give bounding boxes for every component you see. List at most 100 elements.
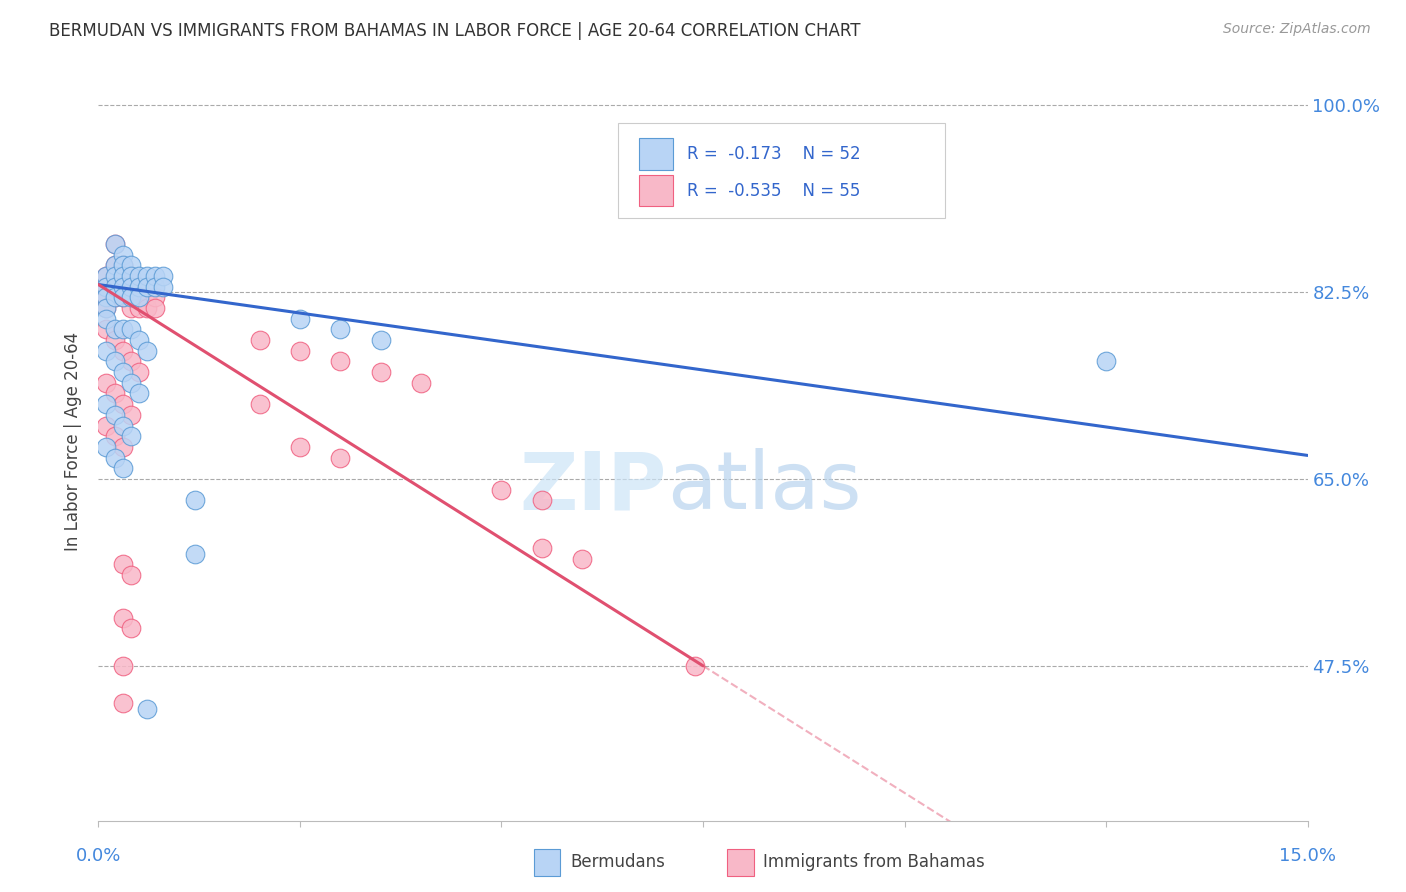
Point [103, 333, 125, 347]
Point [120, 279, 142, 293]
Point [103, 237, 125, 252]
FancyBboxPatch shape [534, 848, 561, 876]
Point [128, 279, 150, 293]
Point [103, 258, 125, 272]
Point [111, 258, 134, 272]
Point [96, 376, 118, 390]
Point [96, 290, 118, 304]
Point [103, 268, 125, 283]
Point [1095, 354, 1118, 368]
Point [288, 440, 311, 454]
Text: Immigrants from Bahamas: Immigrants from Bahamas [763, 854, 986, 871]
Point [111, 279, 134, 293]
Point [103, 237, 125, 252]
Point [120, 354, 142, 368]
Point [103, 408, 125, 422]
Point [96, 322, 118, 336]
Point [409, 376, 432, 390]
FancyBboxPatch shape [638, 175, 673, 206]
Point [120, 290, 142, 304]
Point [120, 429, 142, 443]
Text: 0.0%: 0.0% [76, 847, 121, 865]
Point [96, 418, 118, 433]
Point [135, 290, 157, 304]
Point [120, 408, 142, 422]
Point [530, 493, 553, 508]
Point [288, 311, 311, 326]
Point [329, 450, 352, 465]
Point [135, 279, 157, 293]
Point [96, 268, 118, 283]
Point [143, 268, 166, 283]
Point [111, 279, 134, 293]
Point [96, 343, 118, 358]
Point [103, 279, 125, 293]
Point [103, 268, 125, 283]
Point [120, 568, 142, 582]
Point [111, 247, 134, 261]
Point [120, 268, 142, 283]
Point [96, 290, 118, 304]
Point [96, 311, 118, 326]
Point [128, 301, 150, 315]
Point [135, 701, 157, 715]
Point [111, 322, 134, 336]
Point [96, 279, 118, 293]
Point [111, 268, 134, 283]
Point [111, 258, 134, 272]
Point [683, 658, 706, 673]
Point [96, 397, 118, 411]
Text: BERMUDAN VS IMMIGRANTS FROM BAHAMAS IN LABOR FORCE | AGE 20-64 CORRELATION CHART: BERMUDAN VS IMMIGRANTS FROM BAHAMAS IN L… [49, 22, 860, 40]
Point [120, 279, 142, 293]
Point [184, 493, 207, 508]
Point [103, 322, 125, 336]
FancyBboxPatch shape [638, 138, 673, 170]
Point [288, 343, 311, 358]
FancyBboxPatch shape [727, 848, 754, 876]
Text: R =  -0.173    N = 52: R = -0.173 N = 52 [688, 145, 860, 163]
Text: Source: ZipAtlas.com: Source: ZipAtlas.com [1223, 22, 1371, 37]
Point [249, 333, 271, 347]
Point [120, 622, 142, 636]
Point [370, 333, 392, 347]
Point [103, 279, 125, 293]
Point [329, 354, 352, 368]
Point [96, 279, 118, 293]
Point [111, 658, 134, 673]
Point [103, 290, 125, 304]
Point [491, 483, 513, 497]
Point [96, 301, 118, 315]
Point [143, 279, 166, 293]
Point [111, 696, 134, 710]
Point [120, 290, 142, 304]
Point [111, 440, 134, 454]
Point [96, 268, 118, 283]
Point [111, 397, 134, 411]
Point [128, 290, 150, 304]
Text: 15.0%: 15.0% [1279, 847, 1336, 865]
Point [103, 450, 125, 465]
Point [128, 333, 150, 347]
Point [135, 343, 157, 358]
Point [120, 322, 142, 336]
Text: ZIP: ZIP [519, 448, 666, 526]
Point [152, 279, 174, 293]
Point [128, 279, 150, 293]
Point [370, 365, 392, 379]
Point [111, 461, 134, 475]
Text: R =  -0.535    N = 55: R = -0.535 N = 55 [688, 182, 860, 200]
Point [111, 558, 134, 572]
Point [329, 322, 352, 336]
Point [111, 290, 134, 304]
Point [103, 258, 125, 272]
Point [103, 354, 125, 368]
Point [96, 301, 118, 315]
Point [530, 541, 553, 556]
Point [143, 290, 166, 304]
Point [128, 290, 150, 304]
Point [128, 365, 150, 379]
Point [111, 343, 134, 358]
Point [111, 418, 134, 433]
Y-axis label: In Labor Force | Age 20-64: In Labor Force | Age 20-64 [65, 332, 83, 551]
Point [103, 429, 125, 443]
